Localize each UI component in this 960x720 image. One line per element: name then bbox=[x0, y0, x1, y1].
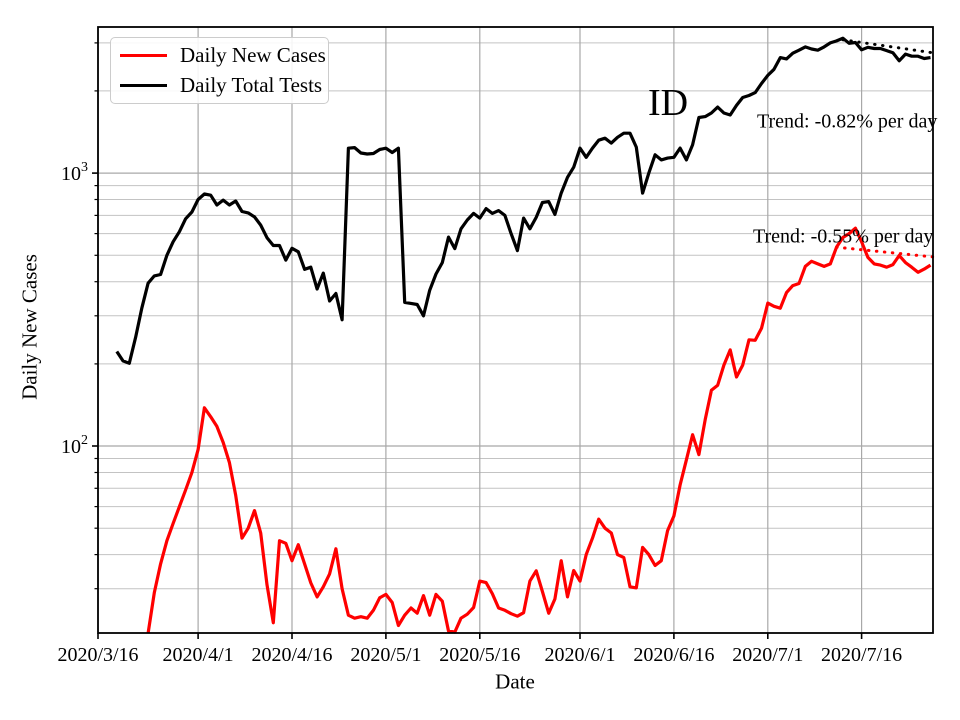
plot-border bbox=[97, 26, 934, 634]
x-tick-label: 2020/4/16 bbox=[251, 644, 332, 666]
x-tick-label: 2020/5/16 bbox=[439, 644, 520, 666]
legend-item-daily-total-tests: Daily Total Tests bbox=[111, 71, 328, 101]
cases-trend-annotation: Trend: -0.55% per day bbox=[753, 225, 934, 248]
series-daily-total-tests bbox=[115, 36, 931, 365]
state-label: ID bbox=[647, 82, 689, 124]
legend: Daily New Cases Daily Total Tests bbox=[110, 37, 329, 104]
legend-item-daily-new-cases: Daily New Cases bbox=[111, 40, 328, 70]
x-tick-label: 2020/3/16 bbox=[57, 644, 138, 666]
legend-label-tests: Daily Total Tests bbox=[180, 73, 323, 98]
x-tick-label: 2020/5/1 bbox=[350, 644, 421, 666]
x-tick-label: 2020/6/1 bbox=[544, 644, 615, 666]
x-tick-label: 2020/7/1 bbox=[732, 644, 803, 666]
x-axis-label: Date bbox=[495, 669, 535, 694]
series-cases-trend-0-55-per-day- bbox=[835, 245, 935, 259]
y-tick-label: 102 bbox=[61, 433, 88, 458]
y-tick-label: 103 bbox=[61, 160, 88, 185]
legend-line-sample-cases bbox=[120, 53, 167, 57]
legend-label-cases: Daily New Cases bbox=[180, 42, 326, 67]
x-tick-label: 2020/4/1 bbox=[163, 644, 234, 666]
series-tests-trend-0-82-per-day- bbox=[841, 38, 935, 55]
x-tick-label: 2020/6/16 bbox=[633, 644, 714, 666]
legend-line-sample-tests bbox=[120, 84, 167, 88]
y-axis-label: Daily New Cases bbox=[17, 254, 42, 400]
tests-trend-annotation: Trend: -0.82% per day bbox=[757, 110, 938, 133]
series-daily-new-cases bbox=[146, 226, 932, 634]
x-tick-label: 2020/7/16 bbox=[821, 644, 902, 666]
